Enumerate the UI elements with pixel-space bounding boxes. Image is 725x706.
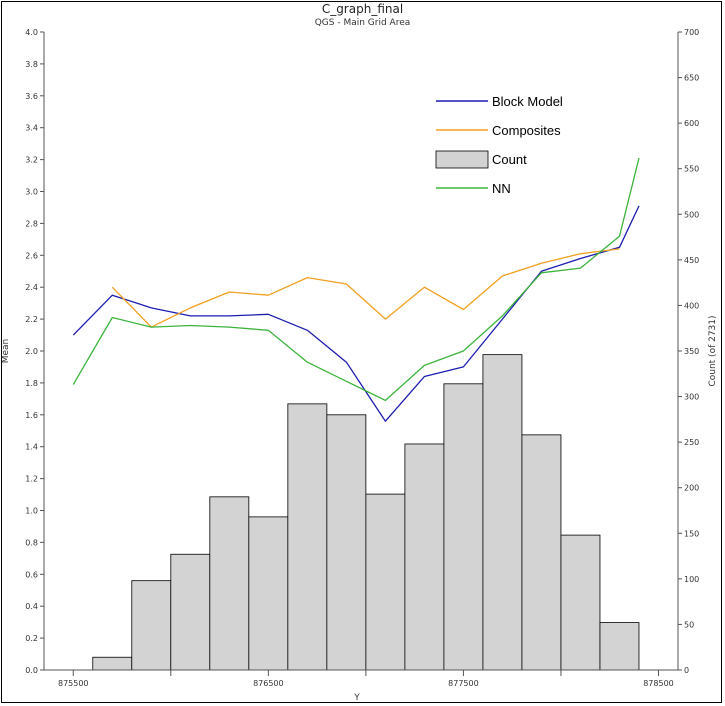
y-tick-label: 3.6 xyxy=(25,92,38,101)
count-bar xyxy=(209,496,250,671)
series-lines xyxy=(72,157,640,422)
series-line-block-model xyxy=(72,205,640,422)
y-tick-label: 3.8 xyxy=(25,60,38,69)
count-bar xyxy=(326,414,367,671)
y-tick-label: 2.4 xyxy=(25,283,38,292)
y2-tick-label: 650 xyxy=(684,74,699,83)
y2-axis-label: Count (of 2731) xyxy=(708,315,718,386)
y-tick-label: 2.8 xyxy=(25,219,38,228)
y2-tick-label: 700 xyxy=(684,28,699,37)
x-axis-label: Y xyxy=(353,693,360,703)
y-tick-label: 2.2 xyxy=(25,315,38,324)
legend: Block Model Composites Count NN xyxy=(435,94,563,196)
count-bar xyxy=(560,534,601,671)
x-tick-label: 875500 xyxy=(58,679,89,688)
y2-tick-label: 0 xyxy=(684,666,689,675)
y-tick-label: 3.2 xyxy=(25,156,38,165)
count-bar xyxy=(365,493,406,671)
y-tick-label: 0.4 xyxy=(25,602,38,611)
count-bar xyxy=(443,383,484,671)
y2-tick-label: 550 xyxy=(684,165,699,174)
y-tick-label: 2.0 xyxy=(25,347,38,356)
y-tick-label: 1.0 xyxy=(25,507,38,516)
y2-tick-label: 400 xyxy=(684,301,699,310)
y-tick-label: 1.8 xyxy=(25,379,38,388)
x-tick-label: 876500 xyxy=(253,679,284,688)
y-tick-label: 3.4 xyxy=(25,124,38,133)
y2-tick-label: 100 xyxy=(684,575,699,584)
count-bar xyxy=(131,580,172,671)
y2-tick-label: 50 xyxy=(684,620,694,629)
legend-swatch-count xyxy=(435,150,489,169)
y-tick-label: 4.0 xyxy=(25,28,38,37)
chart-title: C_graph_final xyxy=(321,2,404,16)
y-tick-label: 0.6 xyxy=(25,570,38,579)
y-axis-label: Mean xyxy=(1,339,11,364)
y-tick-label: 2.6 xyxy=(25,251,38,260)
chart-subtitle: QGS - Main Grid Area xyxy=(314,18,411,28)
y2-tick-label: 600 xyxy=(684,119,699,128)
y-tick-label: 1.6 xyxy=(25,411,38,420)
x-tick-label: 878500 xyxy=(643,679,674,688)
count-bar xyxy=(92,656,133,671)
count-bar xyxy=(521,434,562,671)
series-line-composites xyxy=(111,248,620,328)
legend-label-composites: Composites xyxy=(492,123,561,138)
y2-tick-label: 250 xyxy=(684,438,699,447)
y2-tick-label: 200 xyxy=(684,484,699,493)
axes: 0.0 0.2 0.4 0.6 0.8 1.0 1.2 1.4 1.6 1.8 2.0 2.2 2.4 2… xyxy=(1,28,718,703)
count-bar xyxy=(170,553,211,671)
legend-label-count: Count xyxy=(492,152,527,167)
y2-tick-label: 350 xyxy=(684,347,699,356)
y-tick-label: 0.0 xyxy=(25,666,38,675)
count-bar xyxy=(248,516,289,671)
y-tick-label: 1.4 xyxy=(25,443,38,452)
count-bar xyxy=(482,354,523,671)
legend-label-block-model: Block Model xyxy=(492,94,563,109)
y2-tick-label: 300 xyxy=(684,393,699,402)
series-line-nn xyxy=(72,157,640,402)
x-tick-label: 877500 xyxy=(448,679,479,688)
count-bar xyxy=(287,403,328,671)
y2-tick-label: 500 xyxy=(684,210,699,219)
count-bars xyxy=(92,354,640,671)
count-bar xyxy=(599,622,640,671)
y-tick-label: 3.0 xyxy=(25,188,38,197)
legend-label-nn: NN xyxy=(492,181,511,196)
y-tick-label: 0.2 xyxy=(25,634,38,643)
y2-tick-label: 450 xyxy=(684,256,699,265)
count-bar xyxy=(404,443,445,671)
y2-tick-label: 150 xyxy=(684,529,699,538)
y-tick-label: 0.8 xyxy=(25,538,38,547)
y-tick-label: 1.2 xyxy=(25,475,38,484)
